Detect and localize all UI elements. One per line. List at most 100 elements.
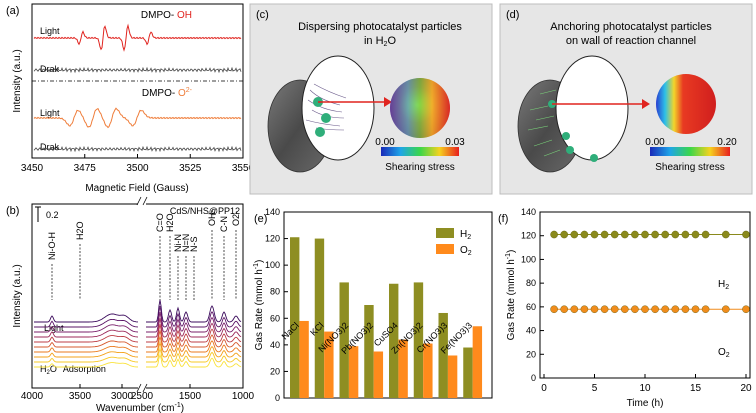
panel-f-yticks: 0 20 40 60 80 100 120 140 [521,207,544,383]
point-o2 [631,305,639,314]
bar-h2 [314,238,325,398]
x-tick-label: 3525 [179,163,202,174]
point-h2 [600,230,609,239]
point-h2 [631,230,639,239]
point-o2 [651,305,659,314]
point-o2 [600,305,609,314]
y-tick-label: 120 [265,234,280,244]
x-tick-label: 3475 [74,163,97,174]
ftir-trace [34,353,242,368]
point-h2 [570,230,579,239]
bar-o2 [299,320,309,398]
panel-f: (f) Gas Rate (mmol h-1) Time (h) 0 20 40 60… [498,207,752,409]
y-tick-label: 100 [521,254,536,264]
panel-e-yticks: 0 20 40 60 80 100 120 140 [265,207,288,403]
legend-swatch-o2 [436,244,454,254]
x-tick-label: 4000 [21,391,44,402]
legend-o2: O2 [460,245,472,257]
colorbar [381,147,459,156]
tube-opening [555,55,629,161]
point-o2 [590,305,599,314]
panel-e-legend: H2 O2 [436,228,472,257]
point-h2 [590,230,599,239]
point-o2 [742,305,750,314]
panel-f-series [550,230,750,314]
point-o2 [580,305,589,314]
y-tick-label: 120 [521,231,536,241]
ftir-trace [34,330,242,348]
point-o2 [560,305,569,314]
panel-d-title-line2: on wall of reaction channel [566,35,696,47]
panel-c-label: (c) [256,9,269,21]
stress-sphere [656,74,716,134]
y-tick-label: 80 [526,278,536,288]
panel-b-light: Light [44,323,64,333]
ftir-spectra [34,299,242,368]
panel-b-sample: CdS/NHS@PP12 [170,206,240,216]
bar-h2 [413,282,424,398]
x-tick-label: 3500 [126,163,149,174]
y-tick-label: 60 [526,302,536,312]
panel-b-adsorption: H2O Adsorption [40,364,106,376]
point-o2 [570,305,579,314]
point-h2 [671,230,680,239]
point-h2 [661,230,670,239]
y-tick-label: 140 [265,207,280,217]
dmpo-oh-spectrum [33,23,242,52]
colorbar-label: Shearing stress [655,162,724,173]
bar-o2 [472,326,483,398]
colorbar [650,147,730,156]
panel-d: (d) Anchoring photocatalyst particles on… [499,3,753,195]
bar-o2 [398,339,408,398]
point-h2 [550,230,558,239]
particle [562,132,570,140]
point-h2 [651,230,659,239]
panel-d-title-line1: Anchoring photocatalyst particles [550,21,712,33]
bar-h2 [463,347,473,398]
point-h2 [742,230,750,239]
peak-label: H2O [75,221,85,240]
point-o2 [691,305,700,314]
panel-a-ylabel: Intensity (a.u.) [12,49,23,112]
panel-f-xticks: 0 5 10 15 20 [541,374,752,394]
panel-e: (e) Gas Rate (mmol h-1) 0 20 40 60 80 100 120 1… [253,207,493,403]
axis-break-mark [136,196,142,206]
y-tick-label: 40 [270,340,280,350]
bar-h2 [438,312,448,398]
y-tick-label: 100 [265,260,280,270]
peak-label: OH- [207,210,217,227]
y-tick-label: 0 [275,393,280,403]
tube-opening [301,55,375,161]
x-tick-label: 1000 [232,391,255,402]
panel-a-o2-title: DMPO- O2- [142,87,193,99]
panel-a-light-o2: Light [40,108,60,118]
panel-a-dark-oh: Drak [40,64,60,74]
stress-sphere-shade [390,78,450,138]
point-o2 [671,305,680,314]
x-tick-label: 3500 [69,391,92,402]
colorbar-max: 0.03 [445,137,465,148]
point-o2 [701,305,710,314]
panel-a-dark-o2: Drak [40,142,60,152]
bar-o2 [348,346,359,398]
panel-b-ylabel: Intensity (a.u.) [12,264,23,327]
colorbar-max: 0.20 [717,137,737,148]
particle [566,146,574,154]
dark-o2-spectrum [33,145,242,153]
y-tick-label: 0 [531,373,536,383]
y-tick-label: 140 [521,207,536,217]
ftir-trace [34,299,242,323]
point-h2 [610,230,619,239]
zoom-arrow-head [384,97,392,107]
peak-label: N=N [181,234,191,252]
dark-oh-spectrum [33,66,242,74]
x-tick-label: 2500 [131,391,154,402]
label-o2: O2 [718,347,730,359]
bar-h2 [389,283,399,398]
point-h2 [641,230,649,239]
point-h2 [621,230,629,239]
x-tick-label: 5 [592,383,598,394]
